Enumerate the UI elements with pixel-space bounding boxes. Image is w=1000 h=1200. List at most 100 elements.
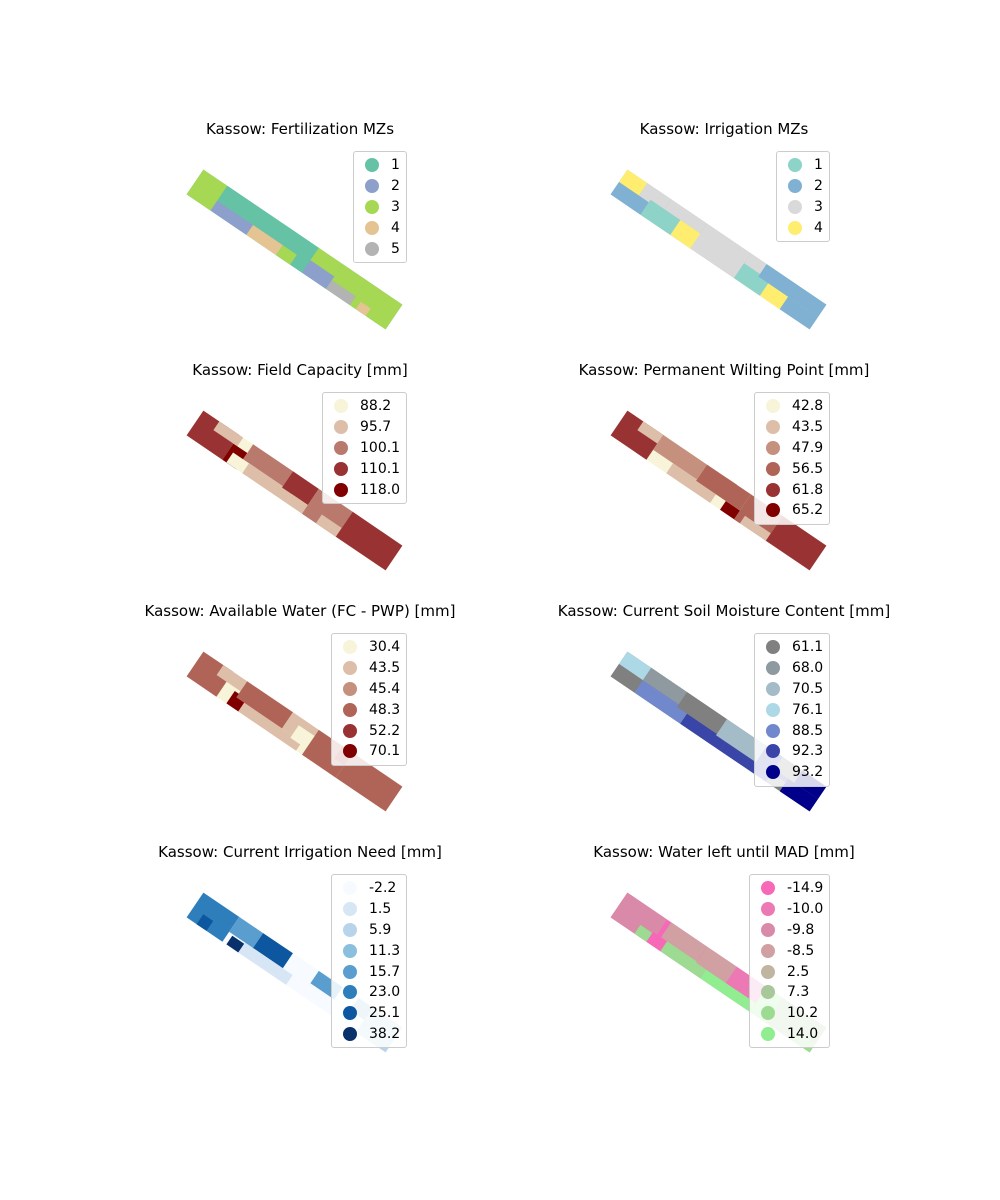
zone-polygon bbox=[619, 169, 648, 196]
legend-swatch bbox=[766, 482, 780, 497]
zone-polygon bbox=[716, 478, 751, 511]
legend-item: -14.9 bbox=[756, 878, 823, 899]
legend-item: -9.8 bbox=[756, 920, 823, 941]
legend-label: 47.9 bbox=[792, 439, 824, 456]
legend-swatch bbox=[343, 902, 357, 917]
legend-item: 15.7 bbox=[338, 961, 400, 982]
legend-item: 70.1 bbox=[338, 741, 400, 762]
field-map bbox=[186, 169, 403, 330]
legend-swatch bbox=[334, 461, 348, 476]
legend: 61.1 68.0 70.5 76.1 88.5 92.3 93.2 bbox=[754, 633, 831, 787]
legend-label: 38.2 bbox=[369, 1025, 401, 1042]
legend-item: 52.2 bbox=[338, 720, 400, 741]
legend-label: 95.7 bbox=[360, 419, 392, 436]
legend-item: 70.5 bbox=[761, 679, 823, 700]
legend-swatch bbox=[365, 220, 379, 235]
zone-polygon bbox=[238, 942, 293, 985]
zone-polygon bbox=[186, 410, 240, 460]
zone-polygon bbox=[650, 452, 673, 474]
legend-swatch bbox=[761, 964, 775, 979]
panel-title: Kassow: Fertilization MZs bbox=[205, 120, 395, 138]
legend-item: 1 bbox=[360, 155, 400, 176]
legend: 30.4 43.5 45.4 48.3 52.2 70.1 bbox=[331, 633, 408, 766]
legend-item: 10.2 bbox=[756, 1003, 823, 1024]
panel-title: Kassow: Current Soil Moisture Content [m… bbox=[557, 602, 891, 620]
legend-swatch bbox=[343, 985, 357, 1000]
legend-label: -8.5 bbox=[787, 942, 815, 959]
legend-label: 3 bbox=[814, 198, 823, 215]
legend-label: 43.5 bbox=[792, 419, 824, 436]
panel-title: Kassow: Permanent Wilting Point [mm] bbox=[578, 361, 870, 379]
zone-polygon bbox=[610, 410, 664, 460]
legend: -14.9 -10.0 -9.8 -8.5 2.5 7.3 10.2 14.0 bbox=[749, 874, 831, 1049]
zone-polygon bbox=[610, 664, 643, 693]
legend-label: 14.0 bbox=[787, 1025, 819, 1042]
legend-item: 3 bbox=[360, 197, 400, 218]
legend-swatch bbox=[365, 179, 379, 194]
legend-swatch bbox=[343, 1006, 357, 1021]
zone-polygon bbox=[638, 183, 672, 212]
legend-swatch bbox=[761, 985, 775, 1000]
legend-item: 93.2 bbox=[761, 762, 823, 783]
legend-item: 11.3 bbox=[338, 940, 400, 961]
zone-polygon bbox=[634, 680, 689, 724]
field-map bbox=[610, 410, 827, 571]
legend-item: 76.1 bbox=[761, 699, 823, 720]
legend-swatch bbox=[343, 681, 357, 696]
legend-label: 43.5 bbox=[369, 660, 401, 677]
legend-item: 61.1 bbox=[761, 637, 823, 658]
legend-item: 42.8 bbox=[761, 396, 823, 417]
legend-label: 65.2 bbox=[792, 502, 824, 519]
panel-water-left: Kassow: Water left until MAD [mm] -14.9-… bbox=[474, 843, 974, 1084]
field-map bbox=[186, 410, 403, 571]
zone-polygon bbox=[310, 247, 343, 277]
zone-polygon bbox=[196, 914, 214, 931]
panel-title: Kassow: Field Capacity [mm] bbox=[192, 361, 408, 379]
legend-label: 11.3 bbox=[369, 942, 401, 959]
zone-polygon bbox=[282, 471, 319, 505]
legend-label: 52.2 bbox=[369, 722, 401, 739]
legend-swatch bbox=[343, 744, 357, 759]
panel-title: Kassow: Current Irrigation Need [mm] bbox=[158, 843, 442, 861]
legend-label: -9.8 bbox=[787, 921, 815, 938]
zone-polygon bbox=[213, 421, 244, 447]
legend-item: 7.3 bbox=[756, 982, 823, 1003]
field-map bbox=[610, 892, 827, 1053]
legend-item: 88.5 bbox=[761, 720, 823, 741]
panel-field-capacity: Kassow: Field Capacity [mm] 88.2 95.7 100.… bbox=[50, 361, 550, 602]
legend-item: 43.5 bbox=[761, 417, 823, 438]
legend-swatch bbox=[788, 179, 802, 194]
legend-label: 70.1 bbox=[369, 743, 401, 760]
legend-item: 38.2 bbox=[338, 1024, 400, 1045]
legend: 1 2 3 4 5 bbox=[353, 151, 407, 263]
panel-wilting-point: Kassow: Permanent Wilting Point [mm] 42.… bbox=[474, 361, 974, 602]
zone-polygon bbox=[226, 452, 249, 474]
legend-label: 88.5 bbox=[792, 722, 824, 739]
legend-item: 88.2 bbox=[329, 396, 400, 417]
zone-polygon bbox=[653, 434, 707, 480]
legend-label: -14.9 bbox=[787, 880, 824, 897]
legend-item: 110.1 bbox=[329, 458, 400, 479]
legend-label: 23.0 bbox=[369, 984, 401, 1001]
legend-label: 100.1 bbox=[360, 439, 401, 456]
legend-label: 42.8 bbox=[792, 398, 824, 415]
zone-polygon bbox=[765, 515, 827, 571]
legend-swatch bbox=[343, 661, 357, 676]
legend-item: 45.4 bbox=[338, 679, 400, 700]
legend-item: 65.2 bbox=[761, 500, 823, 521]
legend-item: 2.5 bbox=[756, 961, 823, 982]
legend-swatch bbox=[788, 158, 802, 173]
legend-item: 25.1 bbox=[338, 1003, 400, 1024]
zone-polygon bbox=[229, 916, 264, 948]
zone-polygon bbox=[335, 511, 403, 571]
legend-swatch bbox=[766, 681, 780, 696]
legend-label: 1 bbox=[814, 157, 823, 174]
legend-swatch bbox=[343, 943, 357, 958]
zone-polygon bbox=[186, 651, 234, 697]
legend-item: 118.0 bbox=[329, 479, 400, 500]
legend-swatch bbox=[766, 661, 780, 676]
legend-item: 95.7 bbox=[329, 417, 400, 438]
zone-polygon bbox=[238, 702, 302, 751]
zone-polygon bbox=[734, 263, 770, 296]
legend-item: 47.9 bbox=[761, 438, 823, 459]
